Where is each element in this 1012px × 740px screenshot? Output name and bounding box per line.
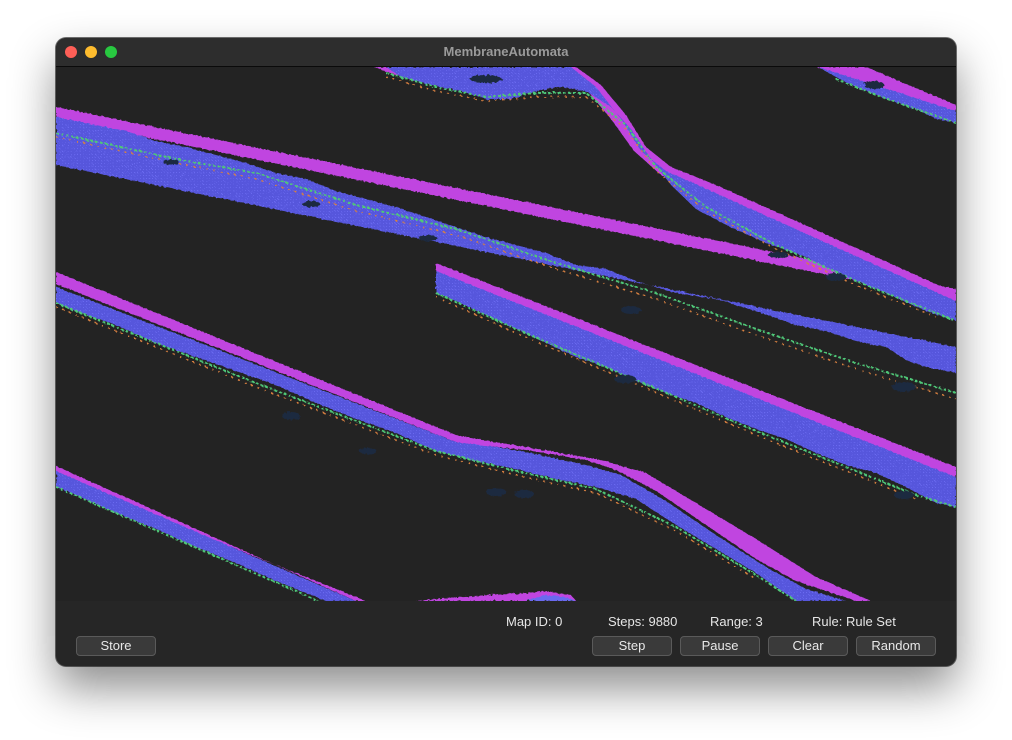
membrane-band [374,67,956,322]
automata-canvas[interactable] [56,67,956,601]
window-title: MembraneAutomata [443,44,569,59]
title-bar[interactable]: MembraneAutomata [56,38,956,67]
minimize-button-icon[interactable] [85,46,97,58]
map-id-label: Map ID: 0 [506,614,563,629]
membrane-band [816,67,956,124]
clear-button[interactable]: Clear [768,636,848,656]
membrane-band [435,263,956,508]
range-label: Range: 3 [710,614,763,629]
membrane-band [56,107,956,400]
store-button[interactable]: Store [76,636,156,656]
random-button[interactable]: Random [856,636,936,656]
rule-label: Rule: Rule Set [812,614,896,629]
membrane-band [56,272,871,601]
pause-button[interactable]: Pause [680,636,760,656]
automata-canvas-drawing [56,67,956,601]
steps-label: Steps: 9880 [608,614,678,629]
close-button-icon[interactable] [65,46,77,58]
app-window: MembraneAutomata [56,38,956,666]
membrane-band [56,466,576,601]
zoom-button-icon[interactable] [105,46,117,58]
step-button[interactable]: Step [592,636,672,656]
